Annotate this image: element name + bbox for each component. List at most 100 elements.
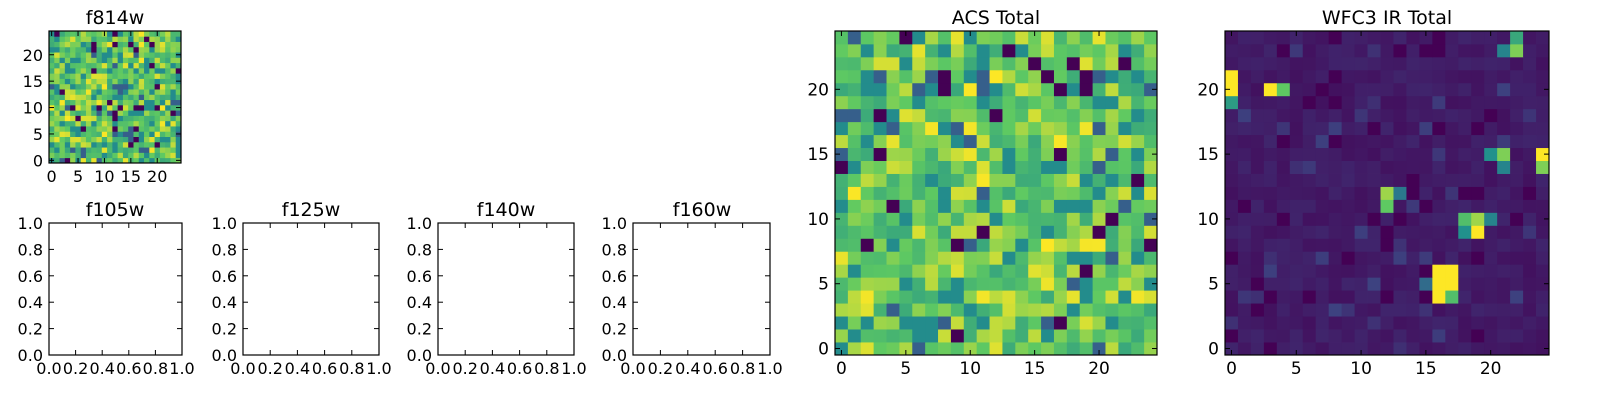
heatmap-cell <box>128 99 134 106</box>
heatmap-cell <box>107 46 113 53</box>
heatmap-cell <box>1289 121 1304 136</box>
heatmap-cell <box>1092 329 1106 343</box>
heatmap-cell <box>1289 173 1304 187</box>
heatmap-cell <box>1015 147 1029 161</box>
heatmap-cell <box>1393 264 1407 278</box>
heatmap-cell <box>85 110 92 116</box>
heatmap-cell <box>1445 225 1459 239</box>
heatmap-cell <box>1380 225 1394 239</box>
heatmap-cell <box>1484 277 1498 291</box>
heatmap-cell <box>154 110 161 116</box>
heatmap-cell <box>873 82 887 97</box>
heatmap-cell <box>925 134 939 149</box>
heatmap-cell <box>912 121 926 136</box>
heatmap-cell <box>835 264 849 278</box>
heatmap-cell <box>1092 277 1106 291</box>
y-tick-label: 5 <box>1208 275 1219 295</box>
heatmap-cell <box>1536 212 1550 226</box>
heatmap-cell <box>1536 69 1550 84</box>
heatmap-cell <box>1263 316 1278 330</box>
heatmap-cell <box>1041 264 1055 278</box>
heatmap-cell <box>1237 160 1252 174</box>
x-tick-label: 0.6 <box>312 359 337 378</box>
panel-f105w: f105w 0.0 0.2 0.4 0.6 0.8 1.00.00.20.40.60.81… <box>18 199 195 378</box>
heatmap-cell <box>1002 147 1016 161</box>
heatmap-cell <box>1079 186 1093 200</box>
heatmap-cell <box>1053 56 1068 71</box>
heatmap-cell <box>1380 31 1394 45</box>
heatmap-cell <box>1432 134 1446 149</box>
heatmap-cell <box>1250 82 1265 97</box>
heatmap-cell <box>925 82 939 97</box>
heatmap-cell <box>138 62 145 69</box>
heatmap-cell <box>925 95 939 110</box>
heatmap-cell <box>1276 186 1291 200</box>
heatmap-cell <box>963 225 978 239</box>
y-tick-label: 1.0 <box>602 214 627 233</box>
heatmap-cell <box>1445 303 1459 317</box>
heatmap-cell <box>133 73 140 79</box>
heatmap-cell <box>847 251 862 265</box>
heatmap-cell <box>1066 303 1081 317</box>
heatmap-cell <box>1367 316 1381 330</box>
heatmap-cell <box>976 225 990 239</box>
x-tick-label: 20 <box>147 167 167 186</box>
heatmap-cell <box>1053 31 1068 45</box>
heatmap-cell <box>159 104 166 111</box>
heatmap-cell <box>1367 199 1381 213</box>
y-tick-label: 15 <box>23 72 43 91</box>
heatmap-cell <box>54 126 60 132</box>
heatmap-cell <box>96 31 103 37</box>
heatmap-cell <box>1471 316 1485 330</box>
heatmap-cell <box>64 94 71 101</box>
heatmap-cell <box>1079 238 1093 252</box>
heatmap-cell <box>1406 173 1420 187</box>
heatmap-cell <box>1393 121 1407 136</box>
heatmap-cell <box>1354 290 1368 304</box>
heatmap-cell <box>122 136 129 143</box>
heatmap-cell <box>128 110 134 116</box>
heatmap-cell <box>950 251 965 265</box>
heatmap-cell <box>925 251 939 265</box>
heatmap-cell <box>1432 160 1446 174</box>
heatmap-cell <box>899 199 913 213</box>
heatmap-cell <box>1458 303 1472 317</box>
heatmap-cell <box>175 73 182 79</box>
heatmap-cell <box>138 141 145 148</box>
y-tick-label: 0 <box>1208 340 1219 360</box>
heatmap-cell <box>1497 238 1511 252</box>
heatmap-cell <box>1445 82 1459 97</box>
heatmap-cell <box>1432 31 1446 45</box>
heatmap-cell <box>1315 173 1330 187</box>
heatmap-cell <box>963 82 978 97</box>
heatmap-cell <box>85 57 92 64</box>
heatmap-cell <box>1302 316 1317 330</box>
heatmap-cell <box>1419 329 1433 343</box>
heatmap-cell <box>835 186 849 200</box>
heatmap-cell <box>1419 31 1433 45</box>
heatmap-cell <box>159 83 166 90</box>
heatmap-cell <box>976 56 990 71</box>
heatmap-cell <box>70 126 76 132</box>
heatmap-cell <box>1263 160 1278 174</box>
heatmap-cell <box>112 152 119 159</box>
y-tick-label: 0.8 <box>602 240 627 259</box>
heatmap-cell <box>1367 31 1381 45</box>
heatmap-cell <box>1406 264 1420 278</box>
heatmap-cell <box>925 264 939 278</box>
x-tick-label: 0.4 <box>480 359 505 378</box>
heatmap-cell <box>154 57 161 64</box>
heatmap-cell <box>1432 173 1446 187</box>
heatmap-cell <box>101 78 108 85</box>
heatmap-cell <box>1523 329 1537 343</box>
heatmap-cell <box>1015 303 1029 317</box>
heatmap-cell <box>85 147 92 153</box>
heatmap-cell <box>899 82 913 97</box>
heatmap-cell <box>1471 199 1485 213</box>
heatmap-cell <box>1028 251 1042 265</box>
heatmap-cell <box>1354 43 1368 58</box>
heatmap-cell <box>165 157 171 164</box>
heatmap-cell <box>70 99 76 106</box>
heatmap-cell <box>860 186 875 200</box>
heatmap-cell <box>138 57 145 64</box>
